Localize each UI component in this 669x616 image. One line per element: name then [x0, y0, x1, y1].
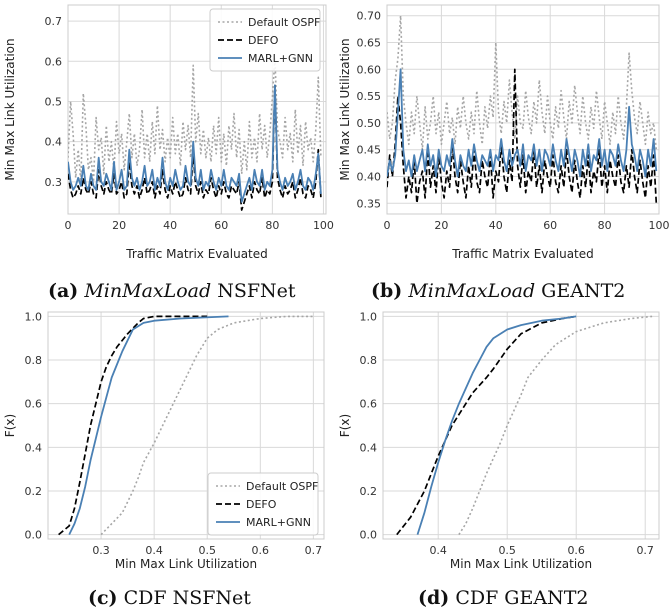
ylabel-c: F(x): [3, 414, 17, 437]
series-line-d-marl-gnn: [416, 315, 577, 535]
xtick-c-2: 0.5: [198, 544, 216, 557]
series-line-a-marl-gnn: [68, 84, 322, 203]
xtick-a-5: 100: [313, 219, 334, 232]
legend-label-c-0: Default OSPF: [246, 480, 318, 493]
ytick-b-5: 0.60: [357, 63, 382, 76]
ytick-a-4: 0.7: [45, 15, 63, 28]
caption-b-italic: MinMaxLoad: [408, 280, 536, 302]
ytick-b-3: 0.50: [357, 117, 382, 130]
caption-a-label: (a): [48, 280, 79, 302]
caption-a-italic: MinMaxLoad: [84, 280, 212, 302]
legend-label-c-1: DEFO: [246, 498, 277, 511]
xtick-d-2: 0.6: [567, 544, 585, 557]
series-line-b-default-ospf: [387, 14, 658, 151]
ylabel-d: F(x): [338, 414, 352, 437]
chart-d-geant2-cdf: 0.4 0.5 0.6 0.7 0.0 0.2 0.4 0.6 0.8 1.0 Min Max Li…: [338, 310, 660, 571]
xtick-b-3: 60: [543, 219, 557, 232]
series-line-c-defo: [58, 315, 208, 536]
xtick-c-3: 0.6: [252, 544, 270, 557]
caption-b-rest: GEANT2: [541, 280, 626, 302]
legend-c: Default OSPF DEFO MARL+GNN: [207, 472, 319, 536]
chart-c-nsfnet-cdf: 0.3 0.4 0.5 0.6 0.7 0.0 0.2 0.4 0.6 0.8 1.0 Min Max…: [3, 310, 325, 571]
xtick-c-1: 0.4: [145, 544, 163, 557]
ytick-b-2: 0.45: [357, 144, 382, 157]
series-line-b-defo: [387, 68, 658, 205]
caption-b-label: (b): [371, 280, 403, 302]
ytick-d-2: 0.4: [360, 441, 378, 454]
legend-box-c: [207, 472, 319, 536]
plot-frame-a: [67, 4, 327, 215]
ylabel-b: Min Max Link Utilization: [338, 38, 352, 180]
legend-label-a-0: Default OSPF: [248, 16, 320, 29]
series-line-c-default-ospf: [100, 315, 314, 536]
xlabel-b: Traffic Matrix Evaluated: [451, 247, 594, 261]
legend-box-a: [209, 8, 321, 72]
legend-a: Default OSPF DEFO MARL+GNN: [209, 8, 321, 72]
caption-d-rest: CDF GEANT2: [455, 587, 589, 609]
xtick-a-3: 60: [214, 219, 228, 232]
ytick-b-0: 0.35: [357, 197, 382, 210]
plot-frame-d: [382, 311, 660, 540]
caption-c-label: (c): [88, 587, 118, 609]
ytick-b-1: 0.40: [357, 170, 382, 183]
series-line-d-default-ospf: [458, 315, 653, 536]
xtick-b-1: 20: [434, 219, 448, 232]
ytick-c-5: 1.0: [25, 310, 43, 323]
ytick-c-2: 0.4: [25, 441, 43, 454]
series-line-c-marl-gnn: [68, 315, 229, 535]
xtick-c-0: 0.3: [92, 544, 110, 557]
xlabel-a: Traffic Matrix Evaluated: [125, 247, 268, 261]
chart-b-geant2-timeseries: 0 20 40 60 80 100 0.35 0.40 0.45 0.50 0.55 0.60 0.65…: [338, 4, 669, 261]
ytick-d-1: 0.2: [360, 485, 378, 498]
series-line-a-default-ospf: [68, 56, 322, 183]
xtick-d-3: 0.7: [636, 544, 654, 557]
series-line-d-defo: [396, 315, 577, 536]
ytick-d-4: 0.8: [360, 354, 378, 367]
xtick-b-4: 80: [598, 219, 612, 232]
ytick-a-2: 0.5: [45, 95, 63, 108]
xtick-a-1: 20: [112, 219, 126, 232]
caption-a: (a) MinMaxLoad NSFNet: [48, 280, 296, 302]
ytick-b-4: 0.55: [357, 90, 382, 103]
caption-c-rest: CDF NSFNet: [123, 587, 251, 609]
xlabel-d: Min Max Link Utilization: [450, 557, 592, 571]
ytick-d-0: 0.0: [360, 529, 378, 542]
series-line-b-marl-gnn: [387, 68, 658, 178]
ytick-d-3: 0.6: [360, 398, 378, 411]
plot-frame-c: [47, 311, 325, 540]
ytick-c-4: 0.8: [25, 354, 43, 367]
caption-c: (c) CDF NSFNet: [88, 587, 251, 609]
ytick-b-6: 0.65: [357, 37, 382, 50]
xtick-a-0: 0: [65, 219, 72, 232]
caption-d-label: (d): [418, 587, 450, 609]
caption-b: (b) MinMaxLoad GEANT2: [371, 280, 625, 302]
ytick-c-1: 0.2: [25, 485, 43, 498]
legend-label-a-1: DEFO: [248, 34, 279, 47]
ytick-a-3: 0.6: [45, 55, 63, 68]
ytick-a-0: 0.3: [45, 176, 63, 189]
xtick-d-1: 0.5: [498, 544, 516, 557]
caption-a-rest: NSFNet: [217, 280, 296, 302]
plot-frame-b: [386, 4, 660, 215]
ytick-a-1: 0.4: [45, 136, 63, 149]
xtick-a-2: 40: [163, 219, 177, 232]
xtick-b-0: 0: [384, 219, 391, 232]
legend-label-c-2: MARL+GNN: [246, 516, 311, 529]
ylabel-a: Min Max Link Utilization: [3, 38, 17, 180]
ytick-c-3: 0.6: [25, 398, 43, 411]
xtick-a-4: 80: [265, 219, 279, 232]
ytick-b-7: 0.70: [357, 10, 382, 23]
legend-label-a-2: MARL+GNN: [248, 52, 313, 65]
chart-a-nsfnet-timeseries: 0 20 40 60 80 100 0.3 0.4 0.5 0.6 0.7 Traffic Matri…: [3, 4, 334, 261]
xtick-b-2: 40: [489, 219, 503, 232]
ytick-c-0: 0.0: [25, 529, 43, 542]
caption-d: (d) CDF GEANT2: [418, 587, 588, 609]
xlabel-c: Min Max Link Utilization: [115, 557, 257, 571]
xtick-c-4: 0.7: [305, 544, 323, 557]
ytick-d-5: 1.0: [360, 310, 378, 323]
xtick-d-0: 0.4: [429, 544, 447, 557]
xtick-b-5: 100: [649, 219, 669, 232]
